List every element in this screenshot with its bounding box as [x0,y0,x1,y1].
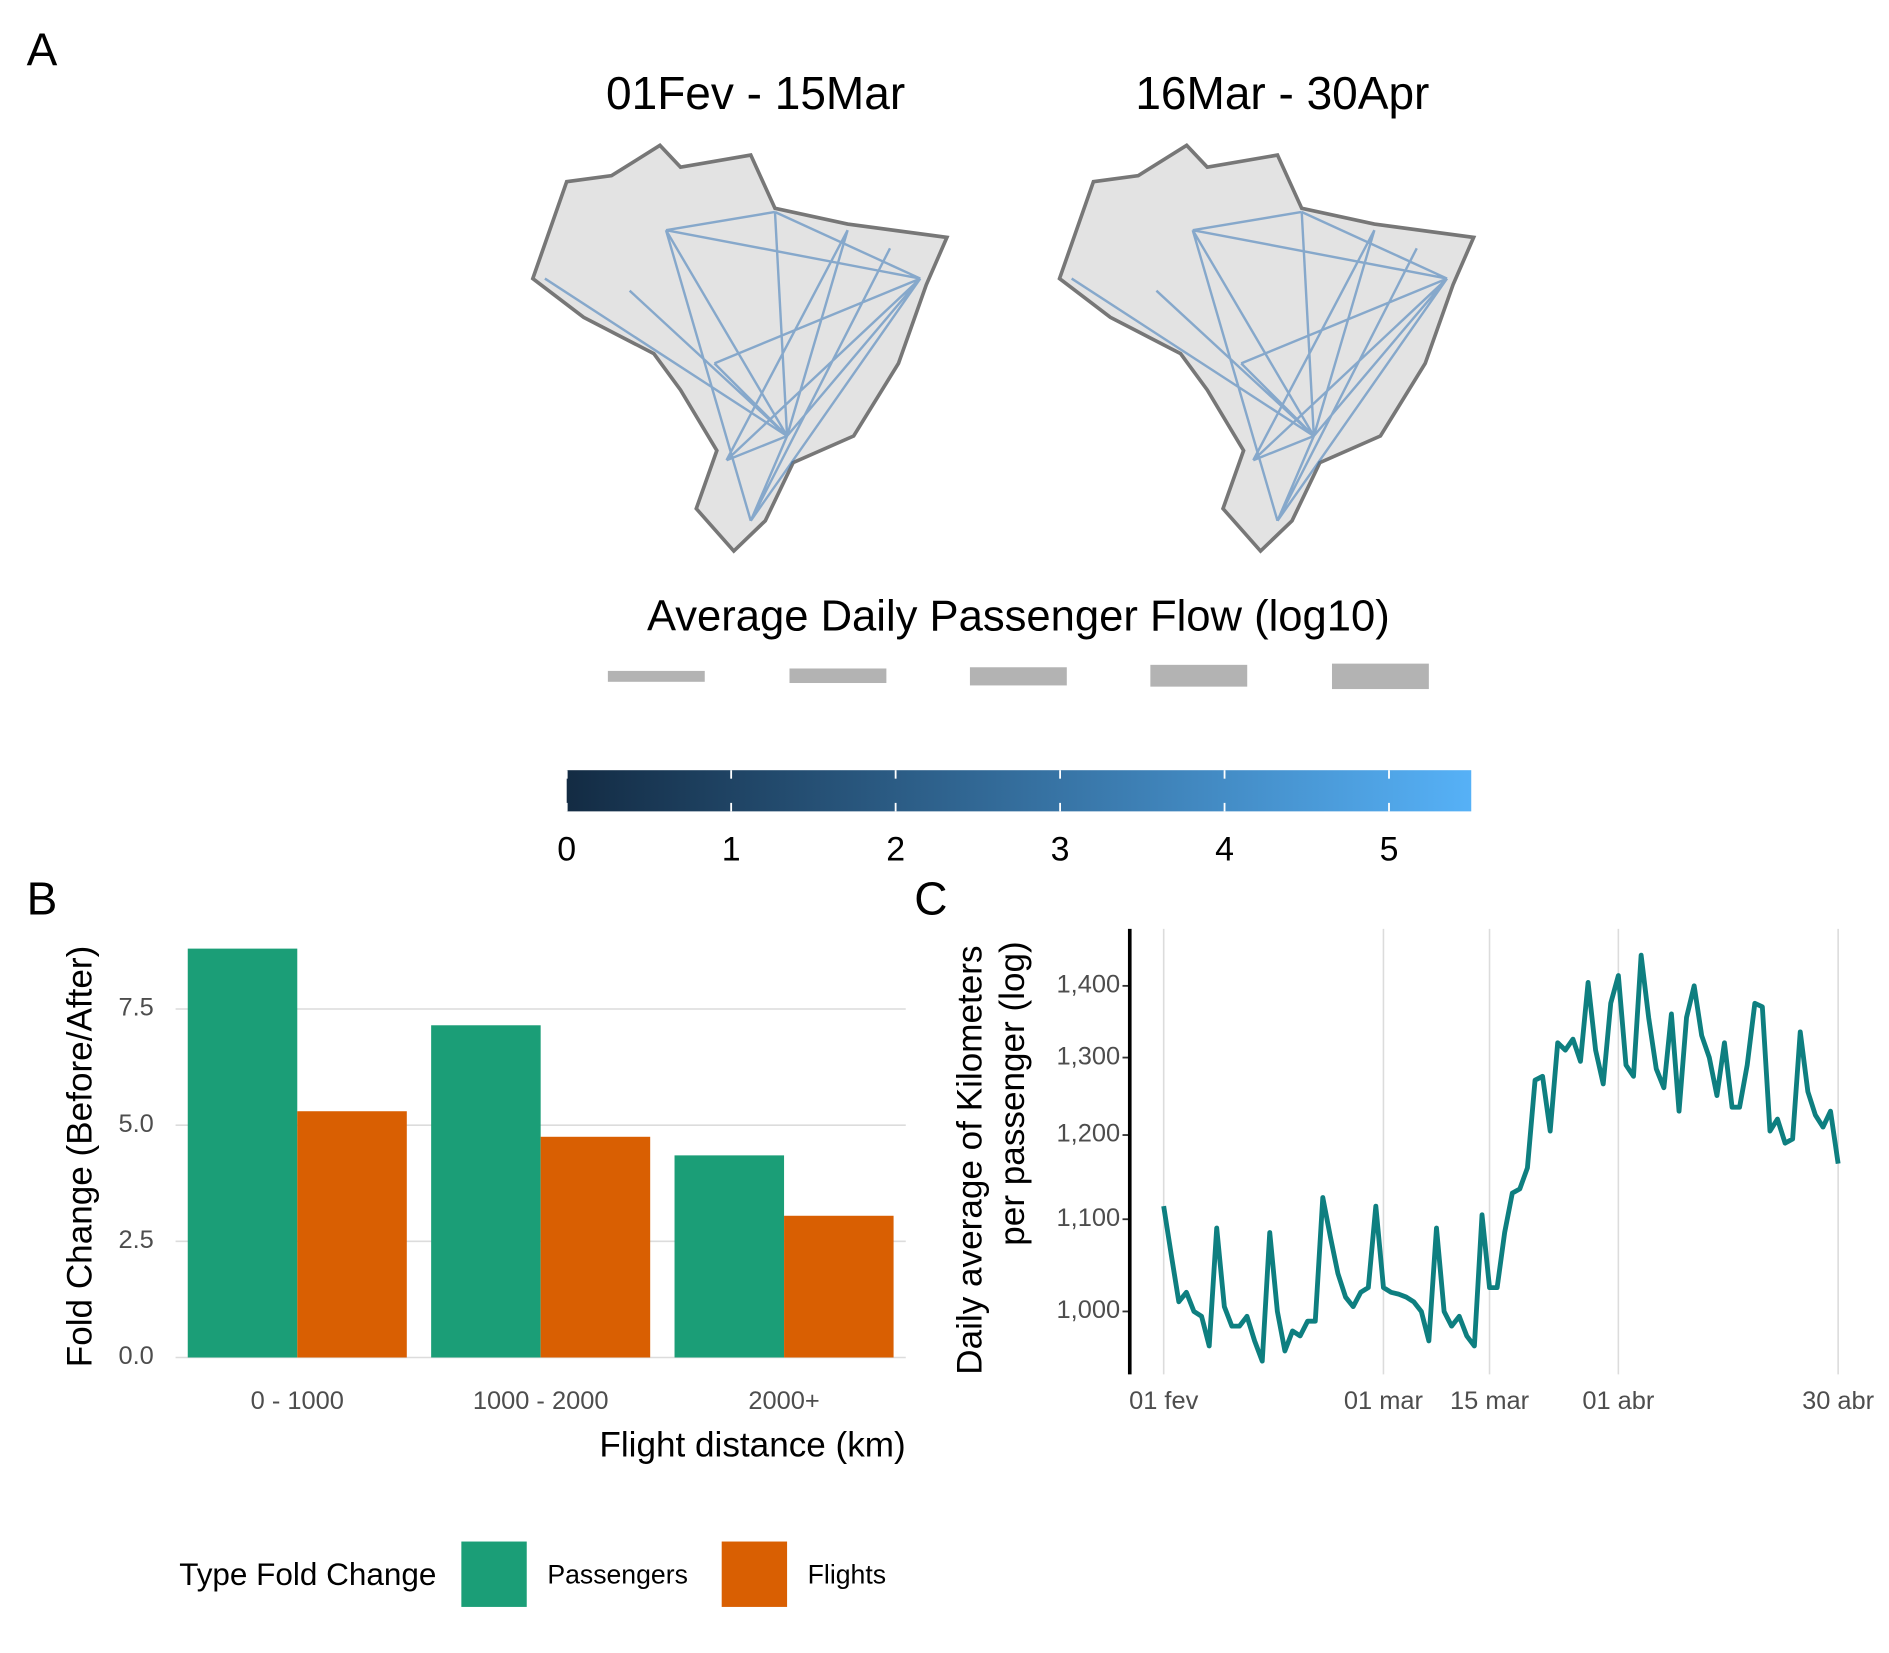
legend-label: Flights [808,1560,886,1590]
x-axis-title: Flight distance (km) [599,1425,905,1464]
map-left [530,143,949,553]
colorbar-label: 2 [886,830,905,868]
y-tick-label: 1,300 [1057,1042,1121,1070]
colorbar-label: 3 [1051,830,1070,868]
x-tick-label: 30 abr [1802,1387,1875,1415]
colorbar-label: 1 [722,830,741,868]
legend-swatch [461,1541,527,1607]
bar [297,1111,407,1358]
y-tick-label: 1,400 [1057,971,1121,999]
x-tick-label: 01 mar [1344,1387,1424,1415]
y-tick-label: 1,100 [1057,1204,1121,1232]
y-tick-label: 1,000 [1057,1296,1121,1324]
y-tick-label: 5.0 [118,1110,153,1138]
map-title: 01Fev - 15Mar [606,67,905,119]
x-tick-label: 0 - 1000 [251,1387,344,1415]
x-tick-label: 15 mar [1450,1387,1530,1415]
legend-title: Type Fold Change [179,1557,436,1592]
panel-label: C [914,872,947,924]
y-axis-title: per passenger (log) [993,941,1032,1245]
y-tick-label: 0.0 [118,1342,153,1370]
bar [431,1025,541,1358]
y-axis-title: Fold Change (Before/After) [61,946,100,1368]
colorbar-label: 4 [1215,830,1234,868]
bar [674,1155,785,1358]
bar [187,948,298,1358]
size-legend [607,663,1429,690]
y-tick-label: 2.5 [118,1226,153,1254]
legend-label: Passengers [547,1560,688,1590]
panel-label: A [27,23,58,75]
bar [784,1215,894,1358]
colorbar-label: 0 [557,830,576,868]
x-tick-label: 01 fev [1129,1387,1199,1415]
panel-label: B [27,872,58,924]
legend-title: Average Daily Passenger Flow (log10) [647,592,1390,640]
y-tick-label: 1,200 [1057,1120,1121,1148]
x-tick-label: 1000 - 2000 [473,1387,609,1415]
x-tick-label: 2000+ [748,1387,819,1415]
map-right [1057,143,1476,553]
colorbar-label: 5 [1380,830,1399,868]
y-tick-label: 7.5 [118,994,153,1022]
y-axis-title: Daily average of Kilometers [951,945,990,1374]
line [1161,952,1841,1364]
bar [540,1136,651,1358]
legend-swatch [721,1541,788,1607]
colorbar [566,770,1472,812]
x-tick-label: 01 abr [1582,1387,1655,1415]
map-title: 16Mar - 30Apr [1135,67,1429,119]
